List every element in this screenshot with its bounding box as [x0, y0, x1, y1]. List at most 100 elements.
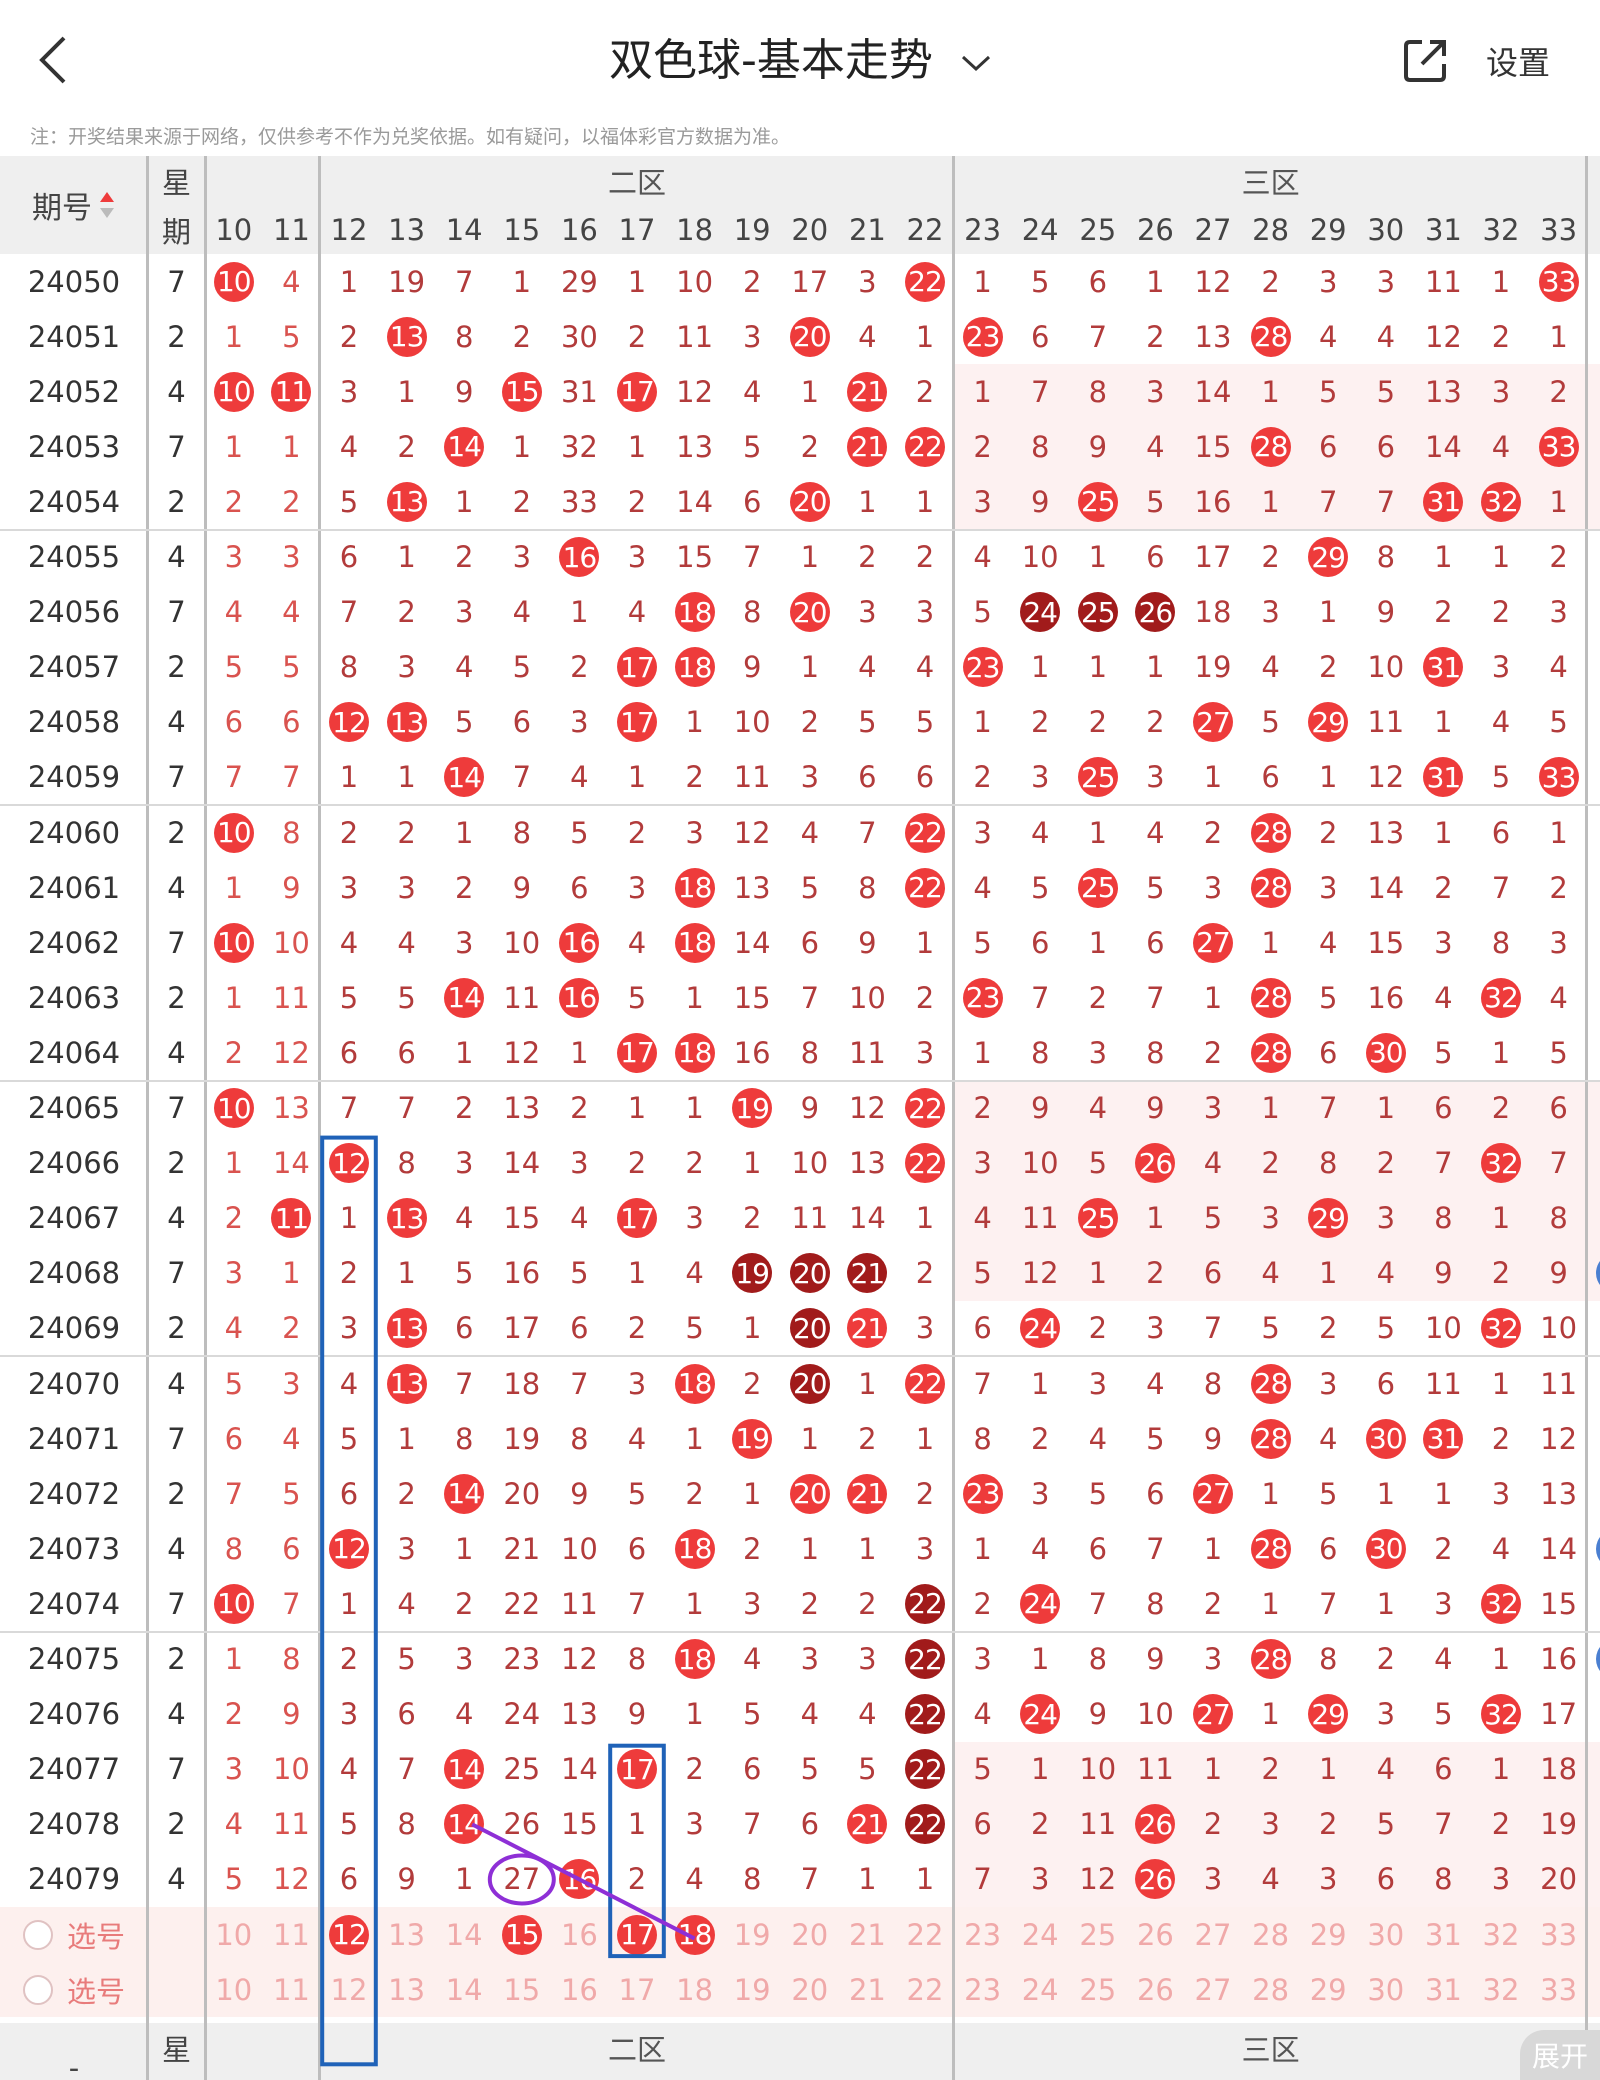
settings-button[interactable]: 设置	[1486, 44, 1551, 82]
radio-circle-icon[interactable]	[22, 1974, 53, 2005]
miss-count: 3	[570, 1146, 589, 1181]
select-number-cell[interactable]: 32	[1472, 1907, 1530, 1962]
select-number-cell[interactable]: 24	[1011, 1907, 1069, 1962]
select-number-cell[interactable]: 15	[493, 1962, 551, 2017]
select-number-cell[interactable]: 29	[1299, 1962, 1357, 2017]
weekday: 2	[167, 1311, 186, 1346]
select-number-cell[interactable]: 17	[608, 1962, 666, 2017]
share-icon[interactable]	[1400, 36, 1450, 86]
select-number-cell[interactable]: 25	[1069, 1962, 1127, 2017]
select-number-cell[interactable]: 20	[781, 1907, 839, 1962]
select-number-cell[interactable]: 13	[378, 1962, 436, 2017]
miss-count-cell: 6	[378, 1025, 436, 1080]
miss-count-cell: 7	[205, 1466, 263, 1521]
issue-header[interactable]: 期号	[0, 156, 148, 254]
chevron-down-icon[interactable]	[961, 53, 991, 73]
drawn-ball: 12	[328, 1528, 369, 1569]
back-arrow-icon[interactable]	[30, 30, 76, 90]
select-number-cell[interactable]: 33	[1530, 1907, 1588, 1962]
select-number-cell[interactable]: 21	[839, 1962, 897, 2017]
select-number-cell[interactable]: 16	[551, 1962, 609, 2017]
select-number-cell[interactable]: 22	[896, 1962, 954, 2017]
select-number-cell[interactable]: 19	[723, 1907, 781, 1962]
drawn-ball-cell: 23	[954, 640, 1012, 695]
select-number-cell[interactable]: 28	[1242, 1907, 1300, 1962]
select-number-cell[interactable]: 14	[435, 1907, 493, 1962]
select-number-cell[interactable]: 24	[1011, 1962, 1069, 2017]
selected-ball[interactable]: 12	[328, 1914, 369, 1955]
miss-count-cell: 3	[1587, 1797, 1600, 1852]
select-number-cell[interactable]: 32	[1472, 1962, 1530, 2017]
miss-count: 6	[1146, 1476, 1165, 1511]
issue-number: 24061	[27, 870, 121, 905]
drawn-ball: 14	[444, 757, 485, 798]
select-number-cell[interactable]: 23	[954, 1962, 1012, 2017]
row-tint	[953, 1796, 1600, 1852]
miss-count: 3	[339, 1697, 359, 1732]
select-number-cell[interactable]: 27	[1184, 1907, 1242, 1962]
selected-ball[interactable]: 17	[616, 1914, 657, 1955]
select-number-toggle[interactable]: 选号	[0, 1907, 148, 1962]
select-number-cell[interactable]: 33	[1530, 1962, 1588, 2017]
radio-circle-icon[interactable]	[22, 1919, 53, 1950]
drawn-ball-cell: 17	[608, 640, 666, 695]
miss-count-cell: 1	[435, 1025, 493, 1080]
top-bar: 双色球-基本走势 设置	[0, 0, 1600, 124]
select-number-cell[interactable]: 14	[435, 1962, 493, 2017]
miss-count-cell: 6	[435, 1301, 493, 1356]
selected-ball-cell[interactable]: 15	[493, 1907, 551, 1962]
select-number-cell[interactable]: 31	[1415, 1907, 1473, 1962]
select-number-cell[interactable]: 16	[551, 1907, 609, 1962]
drawn-ball: 14	[444, 1804, 485, 1845]
select-number-cell[interactable]: 0	[1587, 1907, 1600, 1962]
select-number-cell[interactable]: 11	[263, 1907, 321, 1962]
select-number-cell[interactable]: 21	[839, 1907, 897, 1962]
miss-count-cell: 7	[1587, 419, 1600, 474]
miss-count-cell: 1	[954, 364, 1012, 419]
select-number-cell[interactable]: 10	[205, 1907, 263, 1962]
miss-count: 1	[1434, 540, 1453, 575]
select-number-cell[interactable]: 30	[1357, 1962, 1415, 2017]
select-number-cell[interactable]: 0	[1587, 1962, 1600, 2017]
select-number-cell[interactable]: 26	[1127, 1907, 1185, 1962]
miss-count: 8	[1549, 1201, 1568, 1236]
select-number: 21	[848, 1972, 886, 2007]
select-number-cell[interactable]: 25	[1069, 1907, 1127, 1962]
miss-count-cell: 1	[1242, 1576, 1300, 1631]
sort-icon[interactable]	[98, 190, 116, 220]
select-number-cell[interactable]: 10	[205, 1962, 263, 2017]
selected-ball-cell[interactable]: 12	[320, 1907, 378, 1962]
miss-count-cell: 8	[1587, 1025, 1600, 1080]
miss-count: 2	[339, 815, 359, 850]
select-number-cell[interactable]: 29	[1299, 1907, 1357, 1962]
select-number-cell[interactable]: 11	[263, 1962, 321, 2017]
header-band	[0, 156, 1600, 254]
miss-count-cell: 4	[954, 1191, 1012, 1246]
select-number-cell[interactable]: 27	[1184, 1962, 1242, 2017]
select-number-cell[interactable]: 20	[781, 1962, 839, 2017]
select-number-cell[interactable]: 12	[320, 1962, 378, 2017]
selected-ball[interactable]: 18	[674, 1914, 715, 1955]
selected-ball-cell[interactable]: 17	[608, 1907, 666, 1962]
group-divider	[0, 1079, 1600, 1082]
select-number-cell[interactable]: 19	[723, 1962, 781, 2017]
select-number-cell[interactable]: 28	[1242, 1962, 1300, 2017]
page-title[interactable]: 双色球-基本走势	[0, 24, 1600, 88]
group-divider	[0, 1630, 1600, 1633]
miss-count: 8	[454, 1421, 474, 1456]
select-number-cell[interactable]: 31	[1415, 1962, 1473, 2017]
selected-ball-cell[interactable]: 18	[666, 1907, 724, 1962]
miss-count-cell: 5	[1011, 860, 1069, 915]
select-number-cell[interactable]: 18	[666, 1962, 724, 2017]
select-number-toggle[interactable]: 选号	[0, 1962, 148, 2017]
select-number-cell[interactable]: 30	[1357, 1907, 1415, 1962]
drawn-ball-cell: 27	[1184, 915, 1242, 970]
select-number-cell[interactable]: 22	[896, 1907, 954, 1962]
select-number-cell[interactable]: 13	[378, 1907, 436, 1962]
miss-count: 4	[282, 1421, 301, 1456]
selected-ball[interactable]: 15	[501, 1914, 542, 1955]
expand-button[interactable]: 展开	[1520, 2030, 1600, 2080]
issue-header-label: 期号	[32, 191, 92, 226]
select-number-cell[interactable]: 23	[954, 1907, 1012, 1962]
select-number-cell[interactable]: 26	[1127, 1962, 1185, 2017]
